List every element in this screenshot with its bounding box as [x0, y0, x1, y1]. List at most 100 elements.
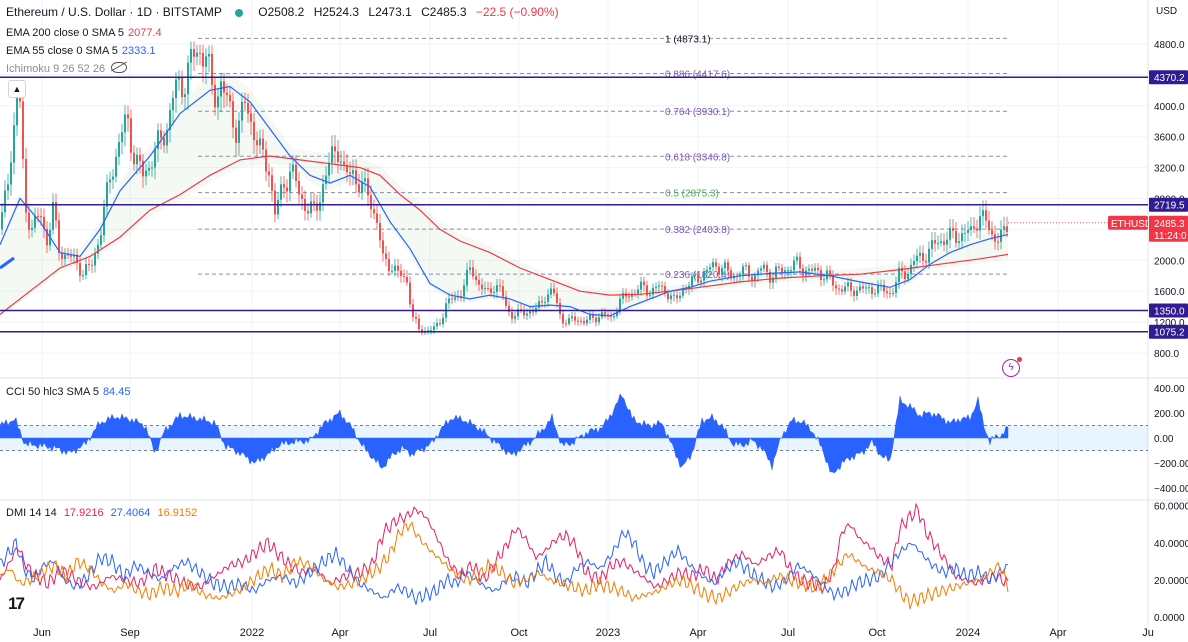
time-tick-4: Jul: [423, 627, 437, 639]
candle-body: [637, 289, 639, 294]
candle-body: [799, 256, 801, 269]
candle-body: [904, 271, 906, 280]
candle-body: [832, 275, 834, 286]
candle-body: [607, 314, 609, 316]
candle-body: [772, 277, 774, 283]
dmi-tick-1: 40.0000: [1154, 539, 1188, 550]
candle-body: [28, 212, 30, 230]
time-tick-3: Apr: [331, 627, 348, 639]
candle-body: [778, 266, 780, 268]
ema55-legend[interactable]: EMA 55 close 0 SMA 5 2333.1: [6, 44, 156, 58]
candle-body: [562, 314, 564, 324]
candle-body: [937, 243, 939, 245]
candle-body: [325, 175, 327, 185]
candle-body: [973, 226, 975, 229]
candle-body: [268, 171, 270, 176]
fib-label-0: 1 (4873.1): [665, 34, 711, 45]
candle-body: [784, 270, 786, 273]
candle-body: [622, 292, 624, 299]
candle-body: [70, 255, 72, 257]
candle-body: [61, 252, 63, 260]
candle-body: [469, 267, 471, 270]
candle-body: [241, 101, 243, 121]
candle-body: [346, 164, 348, 173]
time-tick-2: 2022: [240, 627, 264, 639]
candle-body: [10, 162, 12, 185]
candle-body: [769, 271, 771, 283]
candle-body: [40, 216, 42, 218]
candle-body: [592, 314, 594, 318]
candle-body: [823, 279, 825, 281]
candle-body: [667, 293, 669, 300]
candle-body: [370, 195, 372, 210]
candle-body: [763, 264, 765, 269]
candle-body: [4, 190, 6, 213]
level-tag-3: [1149, 324, 1188, 339]
price-tick-4: 3200.0: [1154, 164, 1185, 175]
candle-body: [247, 103, 249, 114]
currency-label[interactable]: USD: [1156, 6, 1178, 17]
horizontal-levels[interactable]: [0, 76, 1148, 333]
candle-body: [19, 97, 21, 102]
candle-body: [850, 282, 852, 291]
candle-body: [286, 187, 288, 192]
candle-body: [724, 262, 726, 269]
candle-body: [616, 311, 618, 317]
candle-body: [487, 288, 489, 290]
dmi-legend[interactable]: DMI 14 14 17.9216 27.4064 16.9152: [6, 506, 197, 520]
collapse-legend-button[interactable]: ▲: [8, 80, 26, 98]
candle-body: [898, 267, 900, 283]
candle-body: [817, 267, 819, 271]
candle-body: [46, 228, 48, 246]
candle-body: [754, 275, 756, 282]
chart-header: Ethereum / U.S. Dollar · 1D · BITSTAMP O…: [6, 5, 559, 19]
candle-body: [418, 318, 420, 330]
candle-body: [397, 265, 399, 271]
ema55-line: [0, 85, 1009, 317]
candle-body: [385, 253, 387, 259]
ema200-legend[interactable]: EMA 200 close 0 SMA 5 2077.4: [6, 26, 162, 40]
candle-body: [715, 262, 717, 267]
candle-body: [466, 269, 468, 286]
candle-body: [256, 140, 258, 146]
dmi-tick-2: 20.0000: [1154, 576, 1188, 587]
candle-body: [190, 49, 192, 63]
candle-body: [781, 267, 783, 273]
tradingview-logo[interactable]: 17: [8, 594, 25, 613]
candle-body: [679, 295, 681, 299]
candle-body: [373, 209, 375, 214]
cci-legend[interactable]: CCI 50 hlc3 SMA 5 84.45: [6, 385, 130, 399]
eye-hidden-icon[interactable]: [111, 62, 128, 73]
candle-body: [514, 316, 516, 319]
candle-body: [136, 154, 138, 165]
ichimoku-legend[interactable]: Ichimoku 9 26 52 26: [6, 62, 128, 76]
candle-body: [181, 77, 183, 98]
candle-body: [883, 284, 885, 292]
flash-alert-icon[interactable]: ϟ: [1002, 357, 1022, 377]
candle-body: [751, 276, 753, 282]
candle-body: [364, 178, 366, 182]
candle-body: [604, 312, 606, 315]
candle-body: [742, 266, 744, 275]
candle-body: [676, 295, 678, 299]
ema200-line: [0, 155, 1009, 315]
candle-body: [394, 265, 396, 271]
candle-body: [253, 121, 255, 141]
dmi-value-2: 27.4064: [110, 507, 151, 519]
candlestick-series: [1, 41, 1008, 336]
fibonacci-retracement[interactable]: 1 (4873.1) 0.886 (4417.6) 0.764 (3930.1) 0.…: [198, 34, 1010, 281]
candle-body: [55, 202, 57, 221]
candle-body: [499, 285, 501, 287]
time-axis[interactable]: Jun Sep 2022 Apr Jul Oct 2023 Apr Jul Oct 2024 Apr J…: [33, 627, 1154, 639]
countdown-tag: 11:24:0: [1154, 231, 1187, 242]
candle-body: [511, 312, 513, 319]
dmi-value-3: 16.9152: [157, 507, 198, 519]
symbol-title[interactable]: Ethereum / U.S. Dollar · 1D · BITSTAMP: [6, 5, 222, 19]
candle-body: [796, 256, 798, 261]
candle-body: [1003, 226, 1005, 230]
candle-body: [259, 138, 261, 146]
close-value: C2485.3: [421, 5, 467, 19]
last-price-tag-bg: [1149, 215, 1188, 242]
candle-body: [430, 330, 432, 332]
